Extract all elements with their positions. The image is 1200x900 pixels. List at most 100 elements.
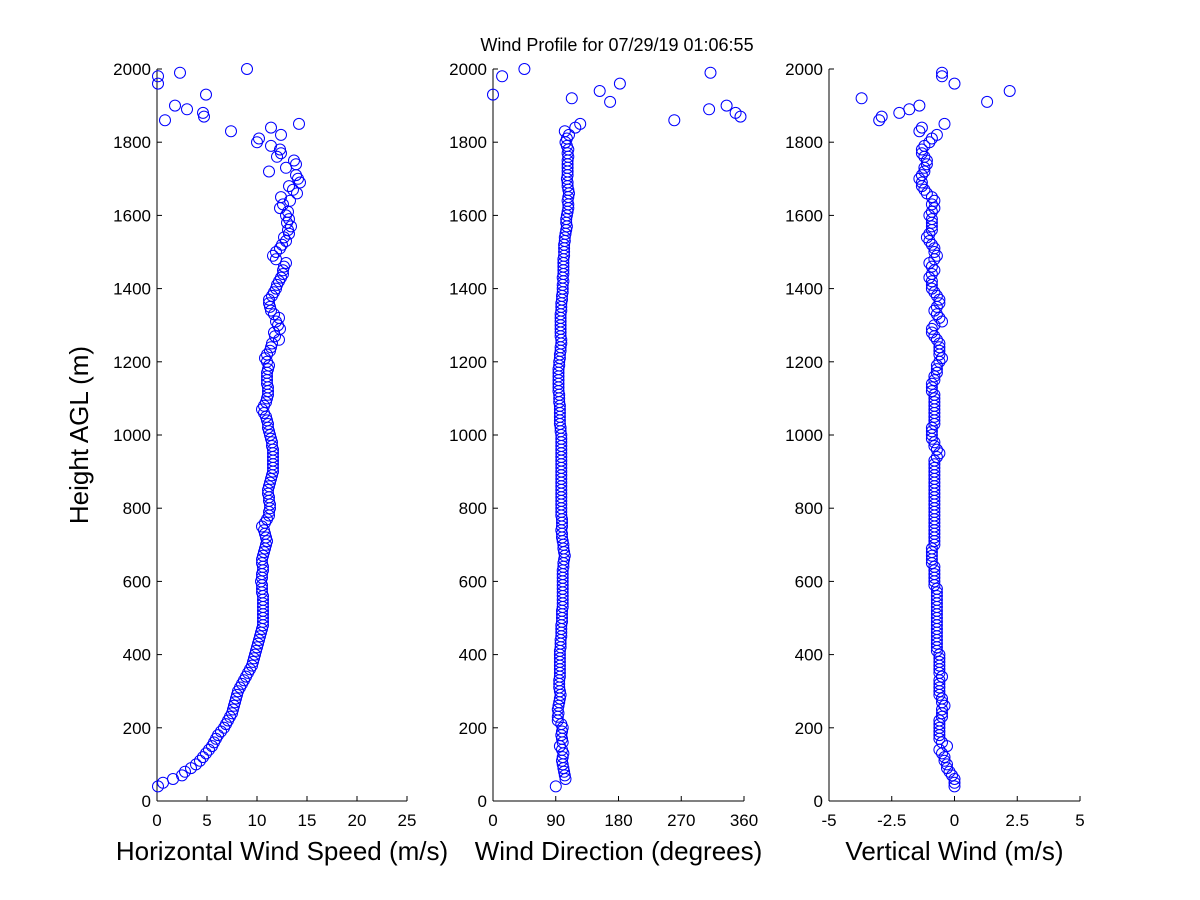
data-point — [918, 165, 931, 178]
data-point — [229, 696, 241, 709]
data-point — [903, 103, 916, 116]
data-point — [668, 114, 681, 127]
x-tick-label: 0 — [950, 811, 959, 830]
data-point — [549, 780, 562, 793]
data-point — [925, 377, 938, 390]
data-point — [265, 432, 277, 445]
data-point — [263, 480, 275, 493]
data-point — [930, 249, 943, 262]
data-point — [276, 238, 288, 251]
data-point — [560, 132, 573, 145]
data-point — [593, 85, 606, 97]
y-tick-label: 800 — [459, 499, 487, 518]
x-tick-label: 360 — [730, 811, 758, 830]
data-point — [981, 95, 994, 108]
x-tick-label: 5 — [202, 811, 211, 830]
y-tick-label: 200 — [795, 719, 823, 738]
y-tick-label: 0 — [478, 792, 487, 811]
data-point — [230, 692, 242, 705]
data-point — [930, 366, 943, 379]
data-point — [925, 322, 938, 335]
data-point — [948, 780, 961, 793]
data-point — [930, 300, 943, 313]
data-point — [228, 699, 240, 712]
data-point — [250, 644, 262, 657]
y-tick-label: 2000 — [785, 60, 823, 79]
data-point — [264, 344, 276, 357]
data-point — [928, 436, 941, 449]
data-point — [200, 747, 212, 760]
data-point — [261, 348, 273, 361]
data-point — [729, 106, 742, 119]
y-tick-label: 400 — [459, 646, 487, 665]
data-point — [930, 289, 943, 302]
data-point — [923, 271, 936, 284]
y-tick-label: 1200 — [449, 353, 487, 372]
data-point — [267, 249, 279, 262]
data-point — [259, 542, 271, 555]
data-point — [915, 169, 928, 182]
x-tick-label: 20 — [348, 811, 367, 830]
data-point — [556, 725, 568, 738]
data-point — [241, 63, 253, 75]
data-point — [287, 183, 299, 196]
data-point — [275, 191, 287, 204]
data-point — [933, 652, 946, 665]
y-tick-label: 1600 — [785, 206, 823, 225]
data-point — [941, 758, 953, 771]
data-point — [928, 396, 941, 409]
data-point — [933, 341, 946, 354]
data-point — [920, 231, 933, 244]
data-point — [556, 751, 569, 764]
panel-vertical: 0 200 400 600 800 1000 1200 1400 1600 1800 2000 -5 -… — [785, 60, 1085, 866]
data-point — [197, 751, 209, 764]
y-tick-label: 0 — [142, 792, 151, 811]
series-markers — [855, 66, 1016, 793]
y-tick-label: 1200 — [113, 353, 151, 372]
data-point — [253, 634, 265, 646]
data-point — [176, 769, 188, 782]
data-point — [928, 440, 941, 452]
x-tick-label: 180 — [604, 811, 632, 830]
data-point — [933, 648, 946, 661]
data-point — [270, 246, 282, 258]
figure-title: Wind Profile for 07/29/19 01:06:55 — [480, 35, 753, 55]
data-point — [930, 308, 943, 321]
data-point — [266, 337, 278, 350]
data-point — [555, 718, 568, 731]
data-point — [930, 443, 943, 456]
data-point — [248, 652, 260, 665]
data-point — [266, 469, 278, 482]
data-point — [257, 549, 269, 562]
data-point — [928, 374, 941, 387]
data-point — [925, 275, 938, 288]
data-point — [565, 92, 578, 105]
y-tick-label: 1000 — [785, 426, 823, 445]
data-point — [933, 714, 946, 727]
x-tick-label: 0 — [488, 811, 497, 830]
data-point — [152, 77, 164, 90]
data-point — [936, 66, 948, 79]
data-point — [288, 154, 300, 167]
data-point — [569, 121, 582, 134]
y-tick-label: 600 — [459, 572, 487, 591]
data-point — [936, 747, 948, 760]
data-point — [553, 740, 566, 753]
data-point — [893, 106, 906, 119]
data-point — [918, 150, 931, 163]
y-tick-label: 1600 — [113, 206, 151, 225]
y-tick-label: 1800 — [785, 133, 823, 152]
data-point — [277, 198, 289, 211]
data-point — [925, 213, 938, 226]
data-point — [925, 429, 938, 441]
y-tick-label: 1400 — [113, 280, 151, 299]
data-point — [212, 729, 224, 742]
y-tick-label: 1600 — [449, 206, 487, 225]
data-point — [263, 165, 275, 178]
data-point — [925, 326, 938, 339]
x-tick-label: 15 — [298, 811, 317, 830]
data-point — [152, 70, 164, 83]
data-point — [1003, 85, 1016, 97]
x-tick-label: 10 — [248, 811, 267, 830]
